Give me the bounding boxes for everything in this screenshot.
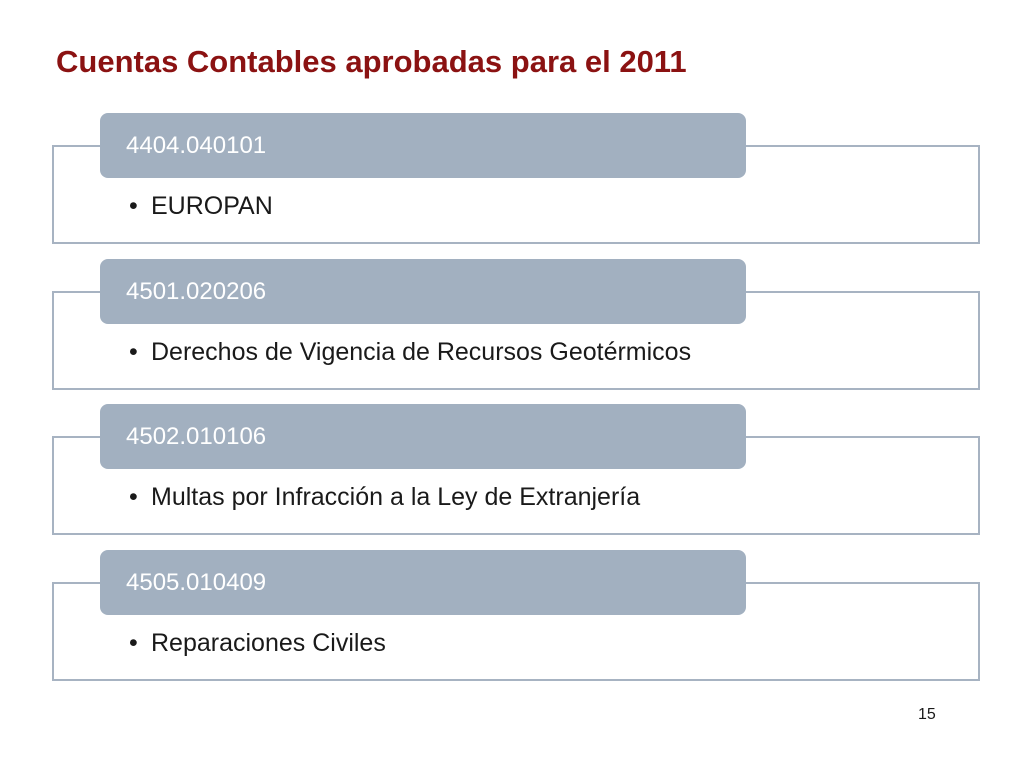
bullet-icon: • [129,192,138,220]
account-code: 4404.040101 [100,113,746,178]
account-item: 4502.010106 • Multas por Infracción a la … [52,404,980,549]
account-item: 4501.020206 • Derechos de Vigencia de Rec… [52,259,980,404]
account-description: • Reparaciones Civiles [129,629,386,658]
account-description-text: Derechos de Vigencia de Recursos Geotérm… [151,338,692,366]
bullet-icon: • [129,338,138,366]
account-description-text: Multas por Infracción a la Ley de Extran… [151,483,641,511]
account-code: 4505.010409 [100,550,746,615]
account-description: • Derechos de Vigencia de Recursos Geotér… [129,338,691,367]
account-item: 4505.010409 • Reparaciones Civiles [52,550,980,695]
account-item: 4404.040101 • EUROPAN [52,113,980,258]
account-description: • EUROPAN [129,192,273,221]
page-number: 15 [918,706,936,723]
account-description-text: Reparaciones Civiles [151,629,386,657]
account-code: 4501.020206 [100,259,746,324]
account-description: • Multas por Infracción a la Ley de Extra… [129,483,640,512]
account-code: 4502.010106 [100,404,746,469]
slide-title: Cuentas Contables aprobadas para el 2011 [56,44,687,79]
account-description-text: EUROPAN [151,192,273,220]
bullet-icon: • [129,629,138,657]
bullet-icon: • [129,483,138,511]
